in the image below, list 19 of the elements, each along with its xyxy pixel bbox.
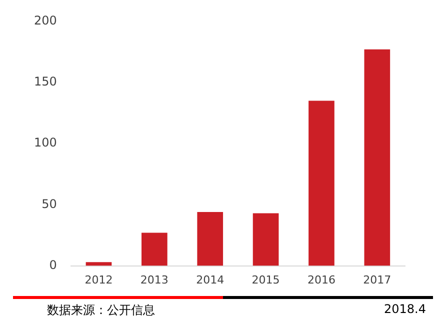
bar (364, 49, 390, 266)
y-tick-label: 0 (49, 258, 57, 272)
bar (252, 213, 279, 266)
y-tick-label: 150 (34, 74, 57, 88)
source-note: 数据来源：公开信息 (47, 302, 155, 319)
y-tick-label: 100 (34, 136, 57, 150)
x-tick-label: 2013 (140, 273, 168, 286)
x-tick-label: 2017 (363, 273, 392, 286)
bar (142, 232, 168, 266)
x-tick-label: 2015 (252, 273, 280, 286)
y-tick-label: 200 (34, 13, 57, 28)
bar (86, 262, 112, 266)
bar (308, 100, 334, 266)
x-tick-label: 2014 (196, 273, 224, 286)
text: 2018.4 (384, 302, 426, 316)
x-tick-label: 2012 (84, 273, 113, 286)
bar (197, 212, 224, 266)
y-tick-label: 50 (42, 196, 57, 211)
x-tick-label: 2016 (307, 273, 336, 286)
